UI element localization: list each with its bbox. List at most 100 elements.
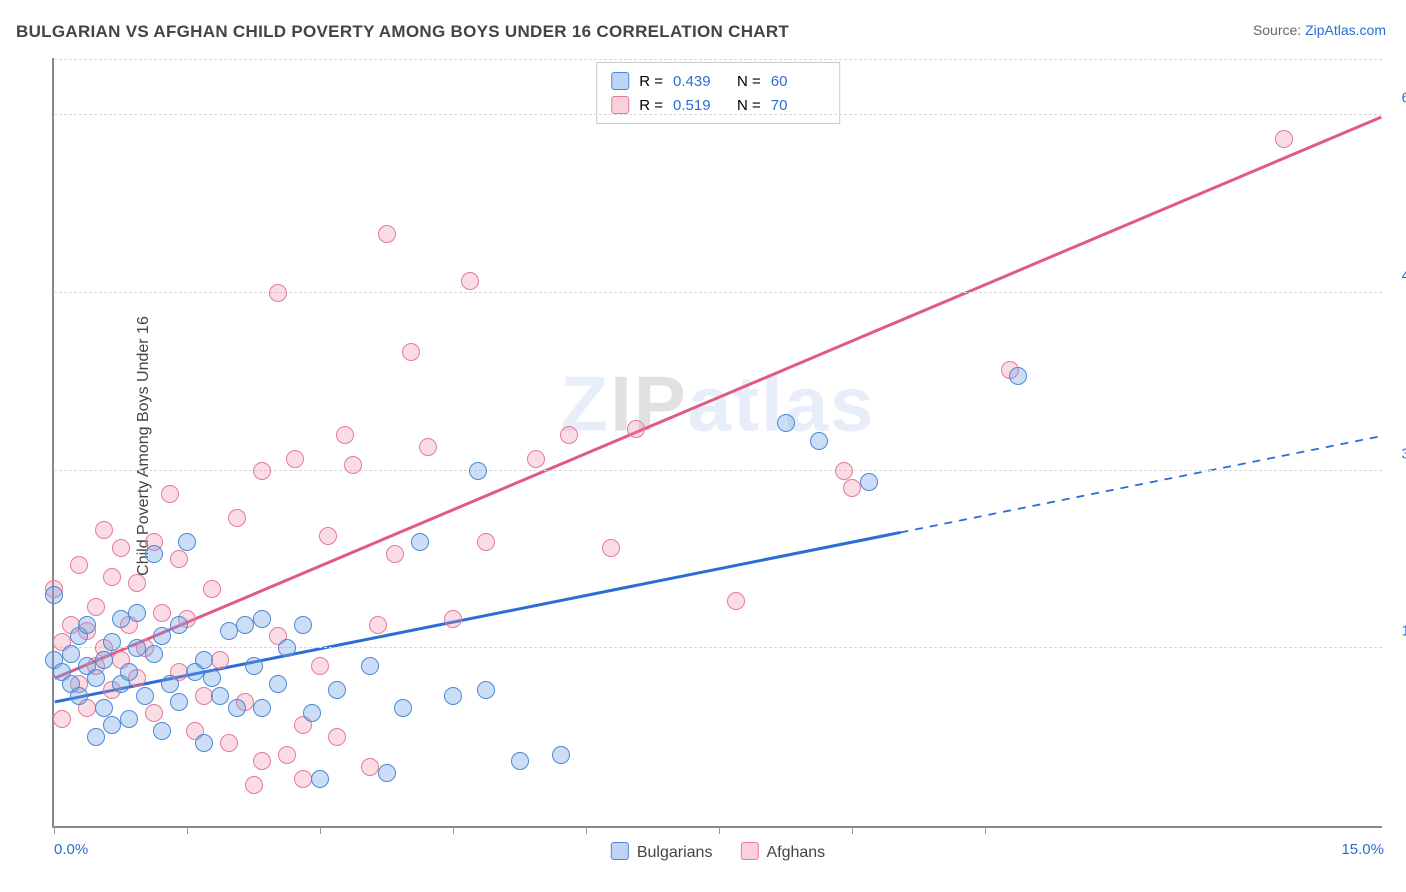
scatter-point-afghan (477, 533, 495, 551)
scatter-point-afghan (627, 420, 645, 438)
scatter-point-bulgarian (78, 616, 96, 634)
scatter-point-bulgarian (145, 645, 163, 663)
scatter-point-afghan (153, 604, 171, 622)
scatter-point-bulgarian (552, 746, 570, 764)
scatter-point-bulgarian (45, 586, 63, 604)
scatter-point-afghan (311, 657, 329, 675)
y-tick-label: 30.0% (1401, 445, 1406, 462)
scatter-point-afghan (369, 616, 387, 634)
scatter-point-afghan (228, 509, 246, 527)
scatter-point-bulgarian (112, 610, 130, 628)
scatter-point-afghan (87, 598, 105, 616)
scatter-point-bulgarian (211, 687, 229, 705)
scatter-point-afghan (527, 450, 545, 468)
scatter-point-bulgarian (170, 616, 188, 634)
scatter-point-afghan (253, 752, 271, 770)
scatter-point-afghan (602, 539, 620, 557)
scatter-point-afghan (378, 225, 396, 243)
x-tick (187, 826, 188, 834)
scatter-point-bulgarian (170, 693, 188, 711)
gridline (54, 59, 1382, 60)
y-tick-label: 45.0% (1401, 267, 1406, 284)
swatch-afghans-icon (611, 96, 629, 114)
scatter-point-bulgarian (145, 545, 163, 563)
scatter-point-bulgarian (195, 651, 213, 669)
scatter-point-bulgarian (128, 639, 146, 657)
x-tick-label-right: 15.0% (1341, 841, 1384, 858)
scatter-point-afghan (253, 462, 271, 480)
scatter-point-bulgarian (394, 699, 412, 717)
gridline (54, 114, 1382, 115)
n-label: N = (737, 97, 761, 114)
scatter-point-bulgarian (153, 627, 171, 645)
x-tick (54, 826, 55, 834)
scatter-point-bulgarian (153, 722, 171, 740)
r-label: R = (639, 73, 663, 90)
scatter-point-afghan (245, 776, 263, 794)
source-link[interactable]: ZipAtlas.com (1305, 22, 1386, 38)
x-tick (985, 826, 986, 834)
x-tick (453, 826, 454, 834)
n-value-bulgarians: 60 (771, 73, 825, 90)
scatter-point-afghan (170, 550, 188, 568)
scatter-point-bulgarian (860, 473, 878, 491)
chart-frame: BULGARIAN VS AFGHAN CHILD POVERTY AMONG … (0, 0, 1406, 892)
legend-label-afghans: Afghans (766, 844, 825, 861)
scatter-point-afghan (203, 580, 221, 598)
scatter-point-afghan (319, 527, 337, 545)
r-value-afghans: 0.519 (673, 97, 727, 114)
n-value-afghans: 70 (771, 97, 825, 114)
swatch-bulgarians-icon (611, 72, 629, 90)
scatter-point-afghan (220, 734, 238, 752)
scatter-point-afghan (336, 426, 354, 444)
swatch-afghans-icon (740, 842, 758, 860)
scatter-point-bulgarian (810, 432, 828, 450)
scatter-point-bulgarian (87, 728, 105, 746)
scatter-point-bulgarian (1009, 367, 1027, 385)
scatter-point-afghan (161, 485, 179, 503)
watermark: ZIPatlas (560, 358, 875, 449)
scatter-point-afghan (53, 710, 71, 728)
plot-area: ZIPatlas R = 0.439 N = 60 R = 0.519 N = … (52, 58, 1382, 828)
scatter-point-bulgarian (253, 699, 271, 717)
scatter-point-bulgarian (128, 604, 146, 622)
scatter-point-bulgarian (411, 533, 429, 551)
scatter-point-afghan (195, 687, 213, 705)
scatter-point-afghan (386, 545, 404, 563)
swatch-bulgarians-icon (611, 842, 629, 860)
gridline (54, 647, 1382, 648)
scatter-point-bulgarian (120, 663, 138, 681)
stats-row-bulgarians: R = 0.439 N = 60 (611, 69, 825, 93)
scatter-point-bulgarian (228, 699, 246, 717)
scatter-point-afghan (145, 704, 163, 722)
scatter-point-bulgarian (62, 645, 80, 663)
scatter-point-bulgarian (328, 681, 346, 699)
chart-title: BULGARIAN VS AFGHAN CHILD POVERTY AMONG … (16, 22, 789, 42)
scatter-point-bulgarian (361, 657, 379, 675)
scatter-point-afghan (70, 556, 88, 574)
legend-label-bulgarians: Bulgarians (637, 844, 713, 861)
r-label: R = (639, 97, 663, 114)
scatter-point-afghan (103, 568, 121, 586)
scatter-point-afghan (419, 438, 437, 456)
scatter-point-bulgarian (161, 675, 179, 693)
x-tick (320, 826, 321, 834)
scatter-point-bulgarian (311, 770, 329, 788)
scatter-point-bulgarian (511, 752, 529, 770)
gridline (54, 292, 1382, 293)
scatter-point-bulgarian (303, 704, 321, 722)
scatter-point-bulgarian (378, 764, 396, 782)
scatter-point-bulgarian (95, 651, 113, 669)
scatter-point-afghan (112, 539, 130, 557)
scatter-point-bulgarian (469, 462, 487, 480)
scatter-point-afghan (95, 521, 113, 539)
scatter-point-bulgarian (220, 622, 238, 640)
scatter-point-bulgarian (120, 710, 138, 728)
source-attribution: Source: ZipAtlas.com (1253, 22, 1386, 38)
scatter-point-afghan (294, 770, 312, 788)
scatter-point-afghan (361, 758, 379, 776)
scatter-point-afghan (444, 610, 462, 628)
scatter-point-afghan (278, 746, 296, 764)
scatter-point-afghan (727, 592, 745, 610)
scatter-point-bulgarian (70, 687, 88, 705)
